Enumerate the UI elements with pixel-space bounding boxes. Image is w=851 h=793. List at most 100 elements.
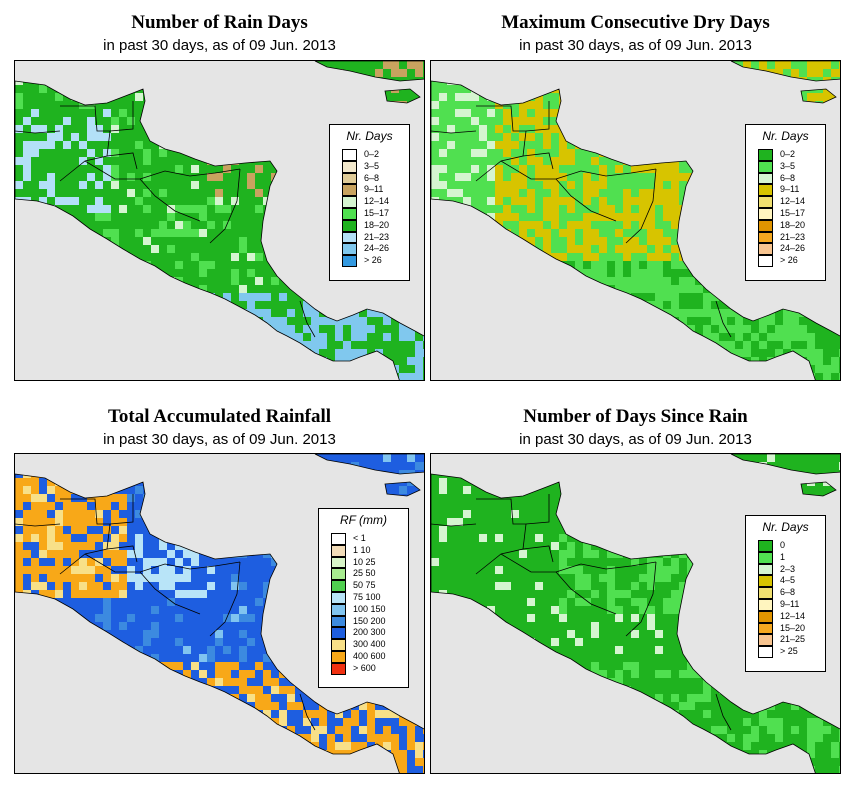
country-border [139,178,201,222]
legend-item: 18–20 [342,219,409,232]
legend-swatch [758,610,773,623]
legend-swatch [342,184,357,197]
legend-swatch [758,184,773,197]
country-border [59,498,111,575]
legend-label: 12–14 [780,610,806,621]
legend-swatch [758,196,773,208]
legend-swatch [758,231,773,244]
legend-swatch [758,172,773,185]
country-border [625,561,657,637]
country-border [299,300,316,338]
country-border [84,160,241,180]
panel-title: Maximum Consecutive Dry Days [501,12,770,33]
legend-swatch [331,627,346,640]
legend-label: 6–8 [780,172,796,183]
panel-subtitle: in past 30 days, as of 09 Jun. 2013 [519,431,752,448]
legend-swatch [758,219,773,232]
legend-swatch [758,207,773,220]
legend-item: 300 400 [331,639,408,651]
country-border [715,300,732,338]
country-border [59,105,111,182]
coastline [730,454,840,475]
country-border [500,160,657,180]
legend-item: 150 200 [331,615,408,628]
legend-swatch [331,544,346,557]
legend-item: 15–17 [342,207,409,220]
legend-item: > 26 [758,255,825,267]
legend-label: 3–5 [780,160,796,171]
legend-item: 24–26 [342,243,409,256]
country-border [500,553,657,573]
coastline [15,80,424,380]
country-border [109,494,134,525]
legend-label: 6–8 [364,172,380,183]
panel-title: Total Accumulated Rainfall [107,406,332,427]
legend-item: 10 25 [331,556,408,569]
country-border [522,545,554,563]
legend-swatch [758,540,773,552]
legend-label: 300 400 [353,639,386,650]
legend-item: 1 10 [331,544,408,557]
legend-item: 25 50 [331,568,408,581]
coastline [800,481,837,497]
country-border [475,498,527,575]
map-canvas [431,61,840,380]
legend-item: 21–23 [342,231,409,244]
legend-swatch [342,219,357,232]
country-border [84,553,241,573]
country-border [139,571,201,615]
legend-label: 9–11 [780,184,800,195]
legend-swatch [758,575,773,588]
coastline [314,61,424,82]
country-border [431,130,477,134]
legend-swatch [758,551,773,564]
legend-label: 200 300 [353,627,386,638]
legend-item: 18–20 [758,219,825,232]
legend-item: > 26 [342,255,409,267]
legend-rain-days: Nr. Days 0–2 3–5 6–8 9–11 12–14 15–17 18–20 21–… [329,124,410,281]
country-border [209,168,241,244]
legend-item: 4–5 [758,575,825,588]
coastline [314,454,424,475]
legend-label: 9–11 [780,598,800,609]
legend-label: 25 50 [353,568,376,579]
legend-item: 9–11 [758,598,825,611]
legend-max-dry-days: Nr. Days 0–2 3–5 6–8 9–11 12–14 15–17 18–20 21–… [745,124,826,281]
legend-label: 75 100 [353,591,381,602]
coastline [384,481,421,497]
legend-item: 12–14 [758,196,825,208]
country-border [15,130,61,134]
legend-label: 0–2 [364,149,380,159]
legend-item: 6–8 [758,172,825,185]
legend-title: Nr. Days [346,129,393,143]
legend-swatch [331,650,346,663]
legend-item: 100 150 [331,603,408,616]
legend-item: 0–2 [342,149,409,161]
legend-item: 3–5 [342,160,409,173]
legend-label: 18–20 [780,219,806,230]
country-border [525,101,550,132]
legend-swatch [342,231,357,244]
legend-item: > 25 [758,646,825,658]
legend-label: 15–17 [364,207,390,218]
panel-subtitle: in past 30 days, as of 09 Jun. 2013 [103,431,336,448]
country-border [106,152,138,170]
legend-item: 12–14 [758,610,825,623]
legend-swatch [342,149,357,161]
coastline [800,88,837,104]
legend-label: 100 150 [353,603,386,614]
country-border [625,168,657,244]
coastline [384,88,421,104]
map-canvas [431,454,840,773]
legend-swatch [331,568,346,581]
legend-item: 0 [758,540,825,552]
legend-swatch [342,196,357,208]
legend-swatch [758,243,773,256]
country-border [475,105,527,182]
coastline [431,80,840,380]
country-border [715,693,732,731]
legend-label: 21–25 [780,634,806,645]
legend-label: > 26 [780,255,798,266]
country-border [555,571,617,615]
